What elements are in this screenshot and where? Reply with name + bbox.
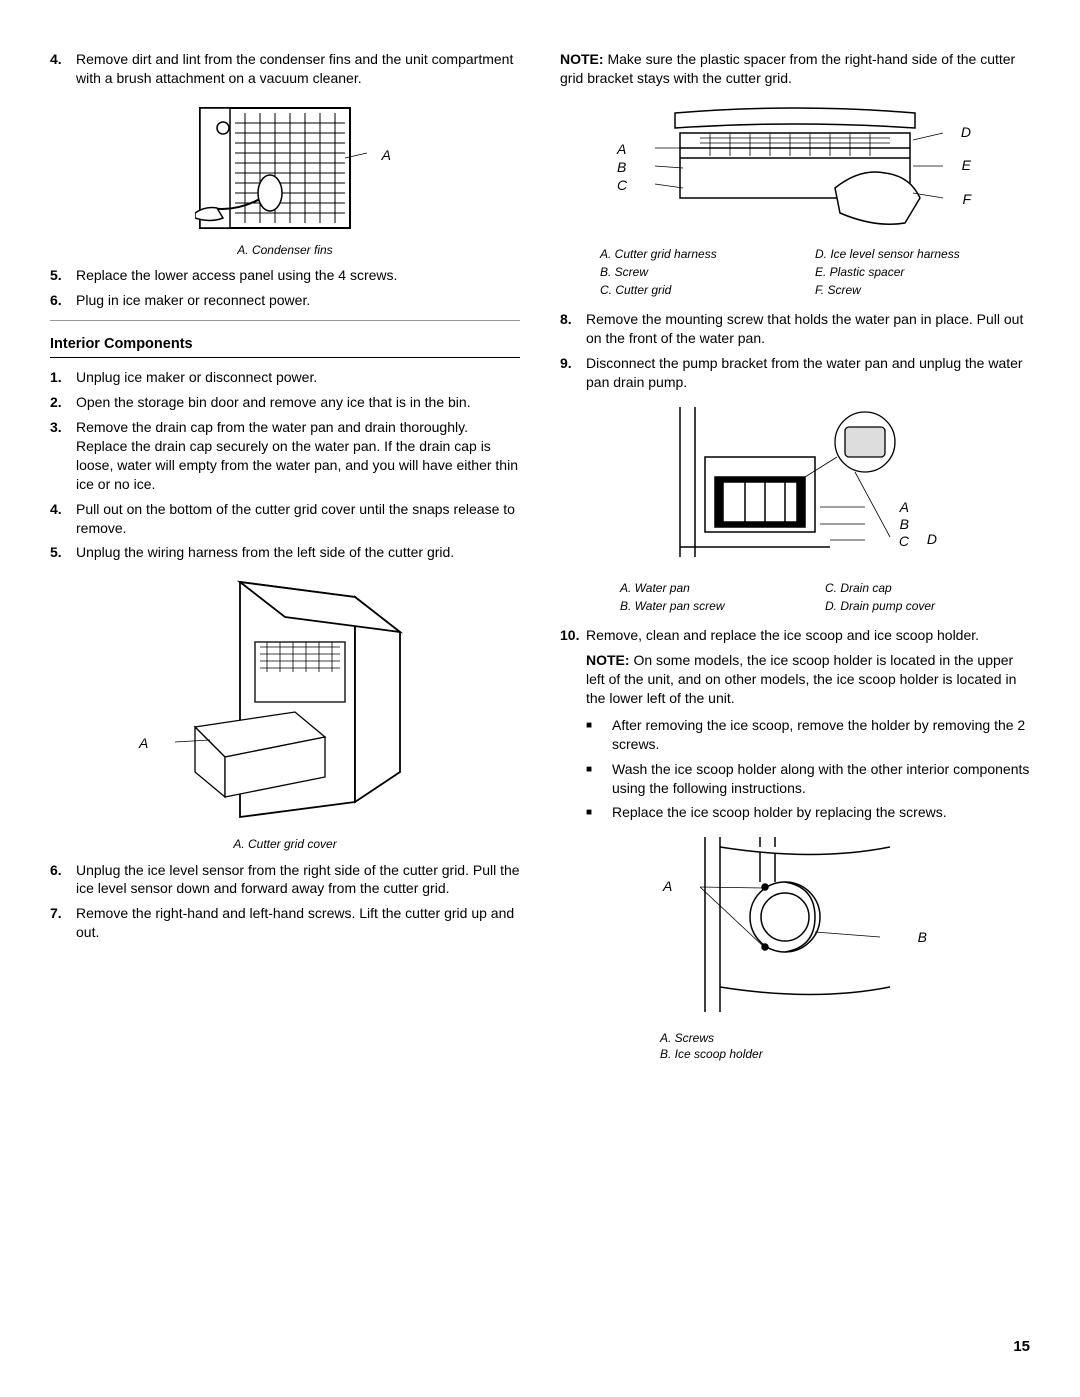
legend-item: B. Water pan screw bbox=[620, 598, 825, 614]
legend-item: A. Screws bbox=[660, 1030, 1030, 1046]
legend-item: B. Ice scoop holder bbox=[660, 1046, 1030, 1062]
ice-scoop-holder-illustration bbox=[665, 832, 925, 1022]
callout-label: A bbox=[663, 877, 672, 896]
list-item: 6. Plug in ice maker or reconnect power. bbox=[50, 291, 520, 310]
list-item: 4.Pull out on the bottom of the cutter g… bbox=[50, 500, 520, 538]
list-item: 3.Remove the drain cap from the water pa… bbox=[50, 418, 520, 494]
legend-item: F. Screw bbox=[815, 282, 1030, 298]
note-label: NOTE: bbox=[586, 652, 630, 668]
callout-label: F bbox=[962, 190, 971, 209]
note-paragraph: NOTE: Make sure the plastic spacer from … bbox=[560, 50, 1030, 88]
legend-col-right: C. Drain cap D. Drain pump cover bbox=[825, 580, 1030, 616]
callout-label: A bbox=[617, 140, 626, 159]
list-items-a: 8.Remove the mounting screw that holds t… bbox=[560, 310, 1030, 392]
item-text: Plug in ice maker or reconnect power. bbox=[76, 291, 520, 310]
list-item: 9.Disconnect the pump bracket from the w… bbox=[560, 354, 1030, 392]
list-item: 7.Remove the right-hand and left-hand sc… bbox=[50, 904, 520, 942]
callout-label: A bbox=[139, 734, 148, 753]
cutter-grid-bracket-illustration bbox=[625, 98, 965, 238]
list-item: After removing the ice scoop, remove the… bbox=[586, 716, 1030, 754]
figure-caption: A. Condenser fins bbox=[185, 242, 385, 258]
note-text: Make sure the plastic spacer from the ri… bbox=[560, 51, 1015, 86]
divider bbox=[50, 320, 520, 321]
list-item: 2.Open the storage bin door and remove a… bbox=[50, 393, 520, 412]
figure-cutter-grid-bracket: A B C D E F bbox=[605, 98, 985, 238]
callout-label: C bbox=[899, 532, 909, 551]
list-interior-b: 6.Unplug the ice level sensor from the r… bbox=[50, 861, 520, 943]
note-label: NOTE: bbox=[560, 51, 604, 67]
callout-label: A bbox=[382, 146, 391, 165]
condenser-fins-illustration bbox=[195, 98, 375, 238]
right-column: NOTE: Make sure the plastic spacer from … bbox=[560, 50, 1030, 1063]
page-number: 15 bbox=[1013, 1337, 1030, 1357]
legend-col-right: D. Ice level sensor harness E. Plastic s… bbox=[815, 246, 1030, 301]
list-item: 5. Replace the lower access panel using … bbox=[50, 266, 520, 285]
legend-item: C. Drain cap bbox=[825, 580, 1030, 596]
list-item: 5.Unplug the wiring harness from the lef… bbox=[50, 543, 520, 562]
bullet-list: After removing the ice scoop, remove the… bbox=[586, 716, 1030, 822]
list-item: Replace the ice scoop holder by replacin… bbox=[586, 803, 1030, 822]
list-top: 4. Remove dirt and lint from the condens… bbox=[50, 50, 520, 88]
callout-label: D bbox=[927, 530, 937, 549]
list-item: 10.Remove, clean and replace the ice sco… bbox=[560, 626, 1030, 645]
list-item: 6.Unplug the ice level sensor from the r… bbox=[50, 861, 520, 899]
callout-label: E bbox=[962, 156, 971, 175]
item-text: Remove dirt and lint from the condenser … bbox=[76, 50, 520, 88]
item-number: 6. bbox=[50, 291, 76, 310]
left-column: 4. Remove dirt and lint from the condens… bbox=[50, 50, 520, 1063]
figure-cutter-grid-cover: A A. Cutter grid cover bbox=[135, 572, 435, 852]
legend-item: C. Cutter grid bbox=[600, 282, 815, 298]
list-item: 1.Unplug ice maker or disconnect power. bbox=[50, 368, 520, 387]
figure-legend: A. Cutter grid harness B. Screw C. Cutte… bbox=[560, 246, 1030, 301]
figure-legend: A. Water pan B. Water pan screw C. Drain… bbox=[560, 580, 1030, 616]
section-heading: Interior Components bbox=[50, 335, 520, 359]
legend-col-left: A. Cutter grid harness B. Screw C. Cutte… bbox=[600, 246, 815, 301]
callout-label: B bbox=[617, 158, 626, 177]
item-number: 4. bbox=[50, 50, 76, 88]
callout-label: B bbox=[918, 928, 927, 947]
item-number: 5. bbox=[50, 266, 76, 285]
list-item: Wash the ice scoop holder along with the… bbox=[586, 760, 1030, 798]
callout-label: D bbox=[961, 123, 971, 142]
legend-item: D. Ice level sensor harness bbox=[815, 246, 1030, 262]
figure-caption: A. Cutter grid cover bbox=[135, 836, 435, 852]
list-items-b: 10.Remove, clean and replace the ice sco… bbox=[560, 626, 1030, 645]
item-text: Replace the lower access panel using the… bbox=[76, 266, 520, 285]
legend-item: B. Screw bbox=[600, 264, 815, 280]
figure-water-pan: A B C D bbox=[645, 402, 945, 572]
list-after-fig1: 5. Replace the lower access panel using … bbox=[50, 266, 520, 310]
note-text: On some models, the ice scoop holder is … bbox=[586, 652, 1016, 706]
figure-ice-scoop-holder: A B bbox=[645, 832, 945, 1022]
legend-item: A. Water pan bbox=[620, 580, 825, 596]
figure-legend: A. Screws B. Ice scoop holder bbox=[560, 1030, 1030, 1062]
water-pan-illustration bbox=[665, 402, 925, 572]
legend-item: D. Drain pump cover bbox=[825, 598, 1030, 614]
cutter-grid-cover-illustration bbox=[155, 572, 415, 832]
figure-condenser-fins: A A. Condenser fins bbox=[185, 98, 385, 258]
list-item: 4. Remove dirt and lint from the condens… bbox=[50, 50, 520, 88]
list-interior-a: 1.Unplug ice maker or disconnect power. … bbox=[50, 368, 520, 562]
note-paragraph: NOTE: On some models, the ice scoop hold… bbox=[586, 651, 1030, 708]
legend-item: E. Plastic spacer bbox=[815, 264, 1030, 280]
legend-col-left: A. Water pan B. Water pan screw bbox=[620, 580, 825, 616]
list-item: 8.Remove the mounting screw that holds t… bbox=[560, 310, 1030, 348]
legend-item: A. Cutter grid harness bbox=[600, 246, 815, 262]
callout-label: C bbox=[617, 176, 627, 195]
